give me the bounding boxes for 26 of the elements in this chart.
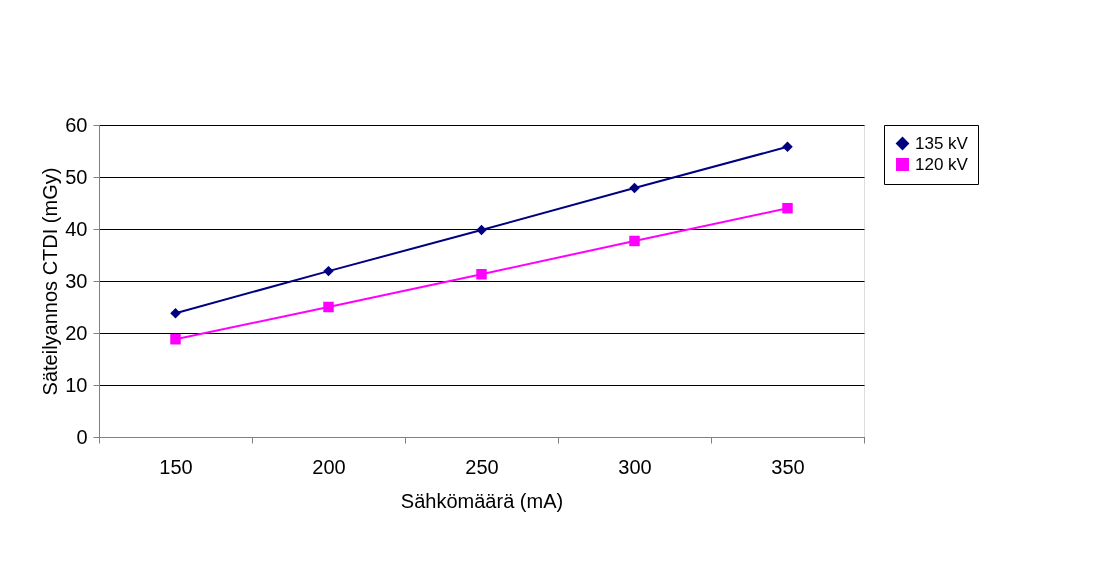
point xyxy=(629,182,640,194)
point xyxy=(476,269,487,280)
x-tick-label: 250 xyxy=(465,455,499,478)
y-axis-title: Säteilyannos CTDI (mGy) xyxy=(39,167,62,396)
point xyxy=(323,301,334,313)
y-tick-label: 20 xyxy=(65,321,88,344)
point xyxy=(170,308,181,319)
y-tick-label: 50 xyxy=(65,165,88,188)
y-tick-label: 40 xyxy=(65,217,88,240)
x-axis-title: Sähkömäärä (mA) xyxy=(400,489,564,512)
point xyxy=(476,224,487,236)
point xyxy=(782,202,793,214)
x-tick-label: 150 xyxy=(159,455,193,478)
y-tick-label: 0 xyxy=(76,425,88,448)
legend-label: 135 kV xyxy=(915,133,969,153)
x-tick-label: 300 xyxy=(618,455,652,478)
y-tick-label: 30 xyxy=(65,269,88,292)
y-tick-label: 10 xyxy=(65,373,88,396)
x-tick-label: 200 xyxy=(312,455,346,478)
y-tick-label: 60 xyxy=(65,113,88,136)
x-tick-label: 350 xyxy=(771,455,805,478)
point xyxy=(323,265,334,277)
point xyxy=(782,141,793,153)
point xyxy=(170,334,181,345)
legend-label: 120 kV xyxy=(915,154,969,174)
point xyxy=(629,235,640,247)
